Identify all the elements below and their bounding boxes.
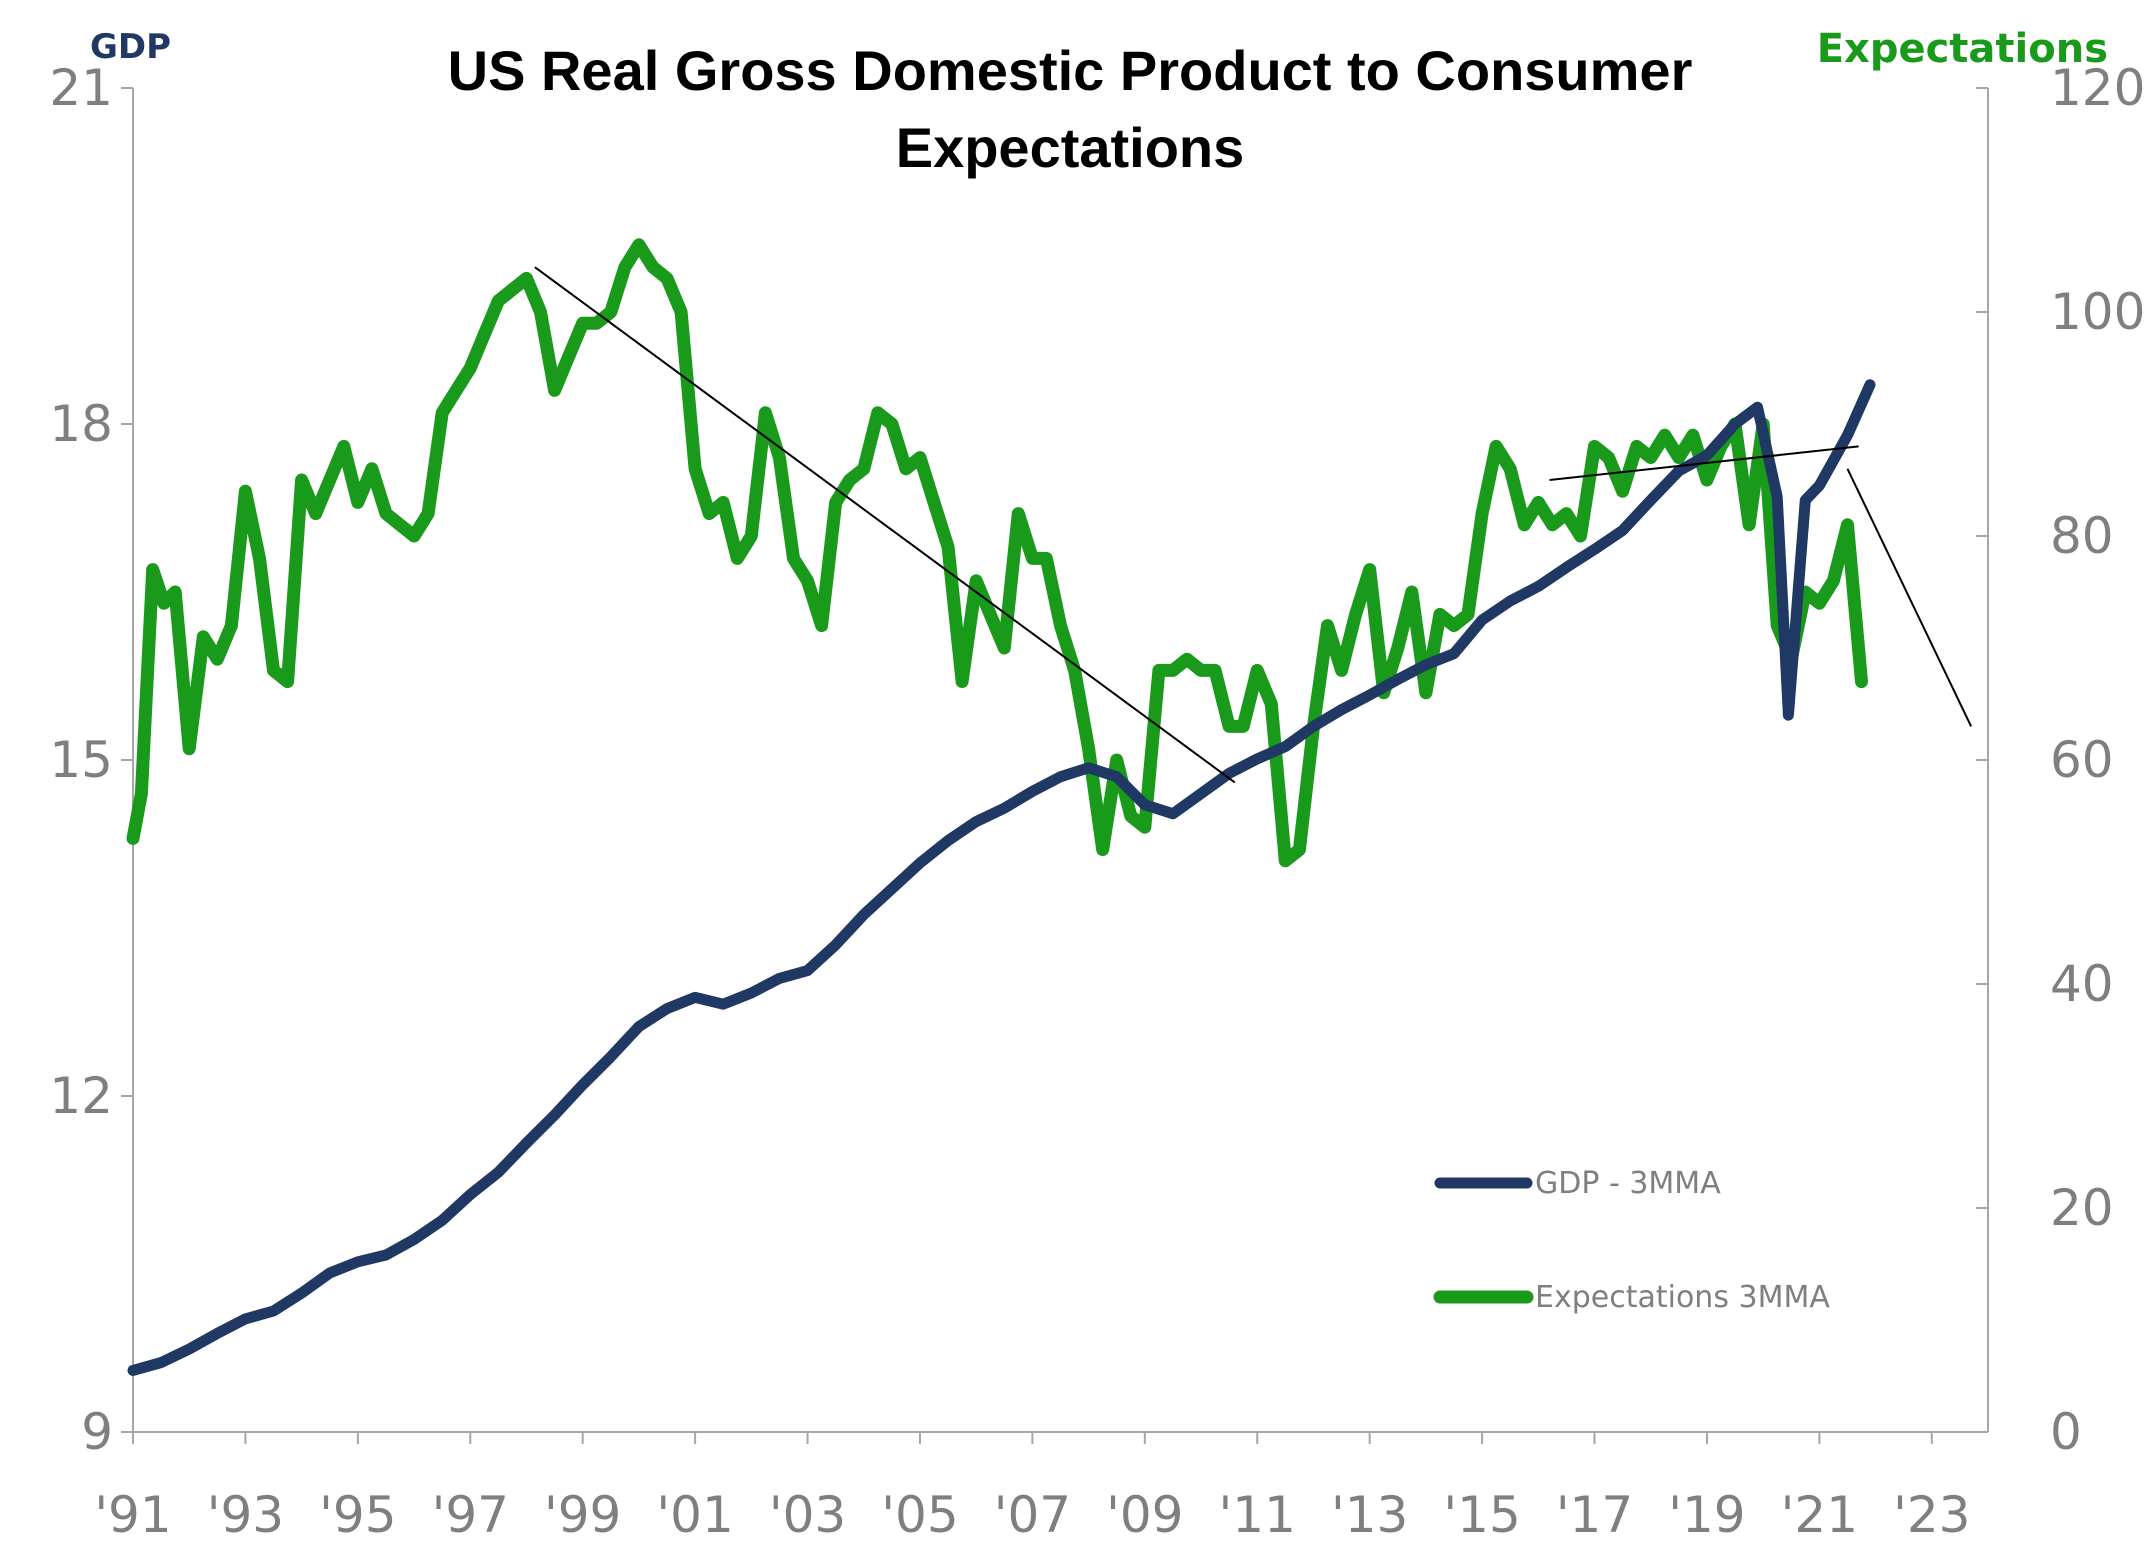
x-tick-label: '17 xyxy=(1556,1486,1633,1544)
series-layer xyxy=(126,238,1876,1376)
x-tick-label: '21 xyxy=(1781,1486,1858,1544)
right-tick-label: 20 xyxy=(2050,1179,2114,1237)
right-tick-label: 120 xyxy=(2050,59,2145,117)
x-tick-label: '15 xyxy=(1443,1486,1520,1544)
x-tick-label: '91 xyxy=(94,1486,171,1544)
x-tick-label: '19 xyxy=(1668,1486,1745,1544)
x-tick-label: '99 xyxy=(544,1486,621,1544)
right-tick-label: 60 xyxy=(2050,731,2114,789)
trend-line-2 xyxy=(1549,445,1859,481)
x-tick-label: '95 xyxy=(319,1486,396,1544)
left-tick-label: 18 xyxy=(49,395,113,453)
x-tick-label: '23 xyxy=(1893,1486,1970,1544)
x-tick-label: '97 xyxy=(432,1486,509,1544)
left-tick-label: 9 xyxy=(81,1403,113,1461)
chart-title-line2: Expectations xyxy=(896,116,1245,179)
right-tick-label: 80 xyxy=(2050,507,2114,565)
x-tick-label: '09 xyxy=(1106,1486,1183,1544)
x-tick-label: '13 xyxy=(1331,1486,1408,1544)
right-tick-label: 100 xyxy=(2050,283,2145,341)
left-axis-label: GDP xyxy=(90,27,171,67)
chart-title-line1: US Real Gross Domestic Product to Consum… xyxy=(448,39,1693,102)
legend-label-expectations: Expectations 3MMA xyxy=(1535,1280,1830,1315)
trend-line-1 xyxy=(534,266,1236,784)
left-axis-ticks: 9 12 15 18 21 xyxy=(49,59,133,1461)
legend: GDP - 3MMA Expectations 3MMA xyxy=(1433,1166,1830,1315)
left-tick-label: 12 xyxy=(49,1067,113,1125)
right-axis-label: Expectations xyxy=(1817,26,2108,72)
legend-label-gdp: GDP - 3MMA xyxy=(1535,1166,1721,1201)
left-tick-label: 15 xyxy=(49,731,113,789)
gdp-series-line xyxy=(127,379,1876,1376)
trend-lines xyxy=(534,266,1973,784)
x-tick-label: '05 xyxy=(881,1486,958,1544)
x-tick-label: '93 xyxy=(207,1486,284,1544)
right-tick-label: 40 xyxy=(2050,955,2114,1013)
left-tick-label: 21 xyxy=(49,59,113,117)
right-tick-label: 0 xyxy=(2050,1403,2082,1461)
x-tick-label: '11 xyxy=(1219,1486,1296,1544)
x-axis-ticks: '91 '93 '95 '97 '99 '01 '03 '05 '07 '09 '11 '13 '15 '… xyxy=(94,1432,1970,1544)
x-tick-label: '03 xyxy=(769,1486,846,1544)
expectations-series-line xyxy=(126,238,1868,868)
x-tick-label: '01 xyxy=(656,1486,733,1544)
x-tick-label: '07 xyxy=(994,1486,1071,1544)
trend-line-3 xyxy=(1846,468,1973,727)
right-axis-ticks: 0 20 40 60 80 100 120 xyxy=(1976,59,2145,1461)
